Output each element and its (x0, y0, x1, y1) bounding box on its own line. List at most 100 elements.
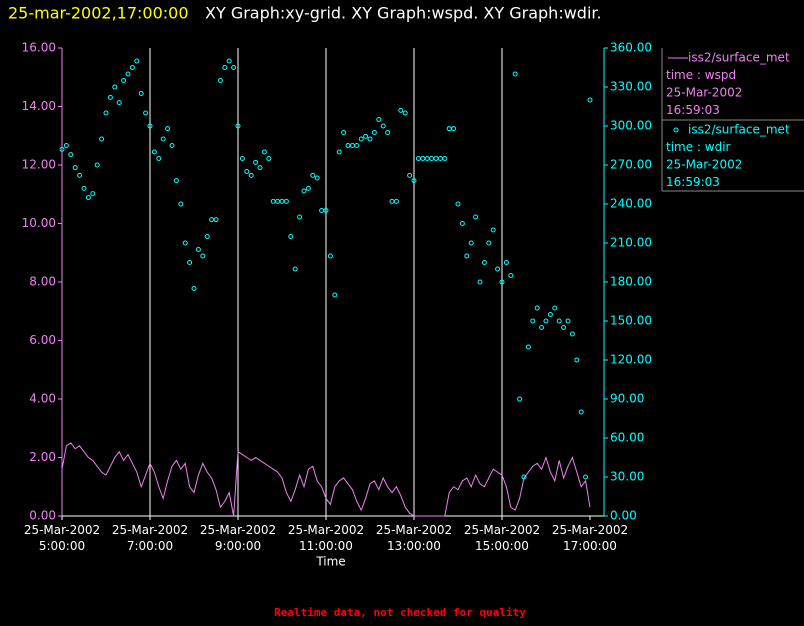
data-point (63, 143, 69, 148)
data-point (358, 136, 364, 142)
data-point (402, 110, 408, 116)
legend-label: time : wspd (666, 68, 736, 82)
x-tick-label: 25-Mar-2002 15:00:00 (464, 523, 540, 553)
data-point (169, 143, 175, 148)
data-point (543, 318, 549, 324)
y2-tick-label: 60.00 (610, 431, 644, 445)
y2-tick-label: 270.00 (610, 158, 652, 172)
data-point (129, 65, 135, 70)
data-point (464, 253, 470, 259)
data-point (530, 318, 536, 324)
data-point (574, 357, 580, 363)
y-tick-label: 12.00 (22, 158, 56, 172)
data-point (217, 78, 223, 83)
data-point (261, 149, 267, 155)
data-point (442, 156, 448, 161)
data-point (411, 178, 417, 184)
data-point (569, 331, 575, 337)
data-point (587, 97, 593, 103)
data-point (314, 175, 320, 181)
y2-tick-label: 300.00 (610, 119, 652, 133)
data-point (200, 253, 206, 259)
y2-tick-label: 0.00 (610, 509, 637, 523)
legend-label: time : wdir (666, 140, 731, 154)
data-point (539, 325, 545, 330)
data-point (160, 136, 166, 142)
data-point (341, 130, 347, 135)
legend-name: iss2/surface_met (688, 51, 790, 65)
data-point (222, 65, 228, 70)
data-point (68, 152, 74, 158)
data-point (547, 312, 553, 317)
y-tick-label: 0.00 (29, 509, 56, 523)
data-point (354, 143, 360, 148)
y2-tick-label: 240.00 (610, 197, 652, 211)
data-point (495, 266, 501, 272)
data-point (512, 71, 518, 77)
y2-tick-label: 210.00 (610, 236, 652, 250)
data-point (257, 165, 263, 171)
data-point (248, 172, 254, 178)
data-point (173, 178, 179, 184)
data-point (323, 208, 329, 213)
data-point (226, 58, 232, 64)
data-point (503, 260, 509, 265)
data-point (468, 240, 474, 246)
data-point (376, 117, 382, 122)
data-point (72, 165, 78, 171)
data-point (134, 58, 140, 64)
data-point (459, 221, 465, 226)
x-tick-label: 25-Mar-2002 11:00:00 (288, 523, 364, 553)
data-point (385, 130, 391, 135)
data-point (151, 149, 157, 155)
data-point (77, 172, 83, 178)
data-point (165, 126, 171, 132)
data-point (477, 279, 483, 285)
data-point (363, 133, 369, 139)
data-point (231, 65, 237, 70)
data-point (59, 146, 65, 152)
y-tick-label: 2.00 (29, 450, 56, 464)
legend-date: 25-Mar-2002 (666, 158, 742, 172)
legend-symbol (673, 127, 679, 133)
data-point (297, 214, 303, 220)
data-point (195, 247, 201, 252)
data-point (253, 159, 259, 165)
data-point (191, 286, 197, 291)
data-point (235, 123, 241, 129)
data-point (266, 156, 272, 161)
data-point (578, 409, 584, 415)
y2-tick-label: 120.00 (610, 353, 652, 367)
data-point (367, 136, 373, 142)
x-axis-label: Time (315, 555, 345, 569)
data-point (481, 260, 487, 265)
chart-title: XY Graph:xy-grid. XY Graph:wspd. XY Grap… (205, 4, 602, 23)
data-point (301, 188, 307, 194)
legend-time: 16:59:03 (666, 175, 720, 189)
data-point (125, 71, 131, 77)
y2-tick-label: 90.00 (610, 392, 644, 406)
x-tick-label: 25-Mar-2002 17:00:00 (552, 523, 628, 553)
data-point (90, 191, 96, 197)
data-point (552, 305, 558, 311)
data-point (473, 214, 479, 220)
data-point (147, 123, 153, 129)
data-point (204, 234, 210, 239)
y-tick-label: 6.00 (29, 333, 56, 347)
data-point (81, 185, 87, 191)
data-point (143, 110, 149, 116)
data-point (239, 156, 245, 161)
data-point (371, 130, 377, 135)
data-point (534, 305, 540, 311)
data-point (486, 240, 492, 246)
data-point (187, 260, 193, 265)
data-point (332, 292, 338, 298)
y2-tick-label: 30.00 (610, 470, 644, 484)
data-point (283, 198, 289, 204)
data-point (455, 201, 461, 207)
data-point (525, 344, 531, 350)
y-tick-label: 16.00 (22, 41, 56, 55)
data-point (244, 169, 250, 174)
